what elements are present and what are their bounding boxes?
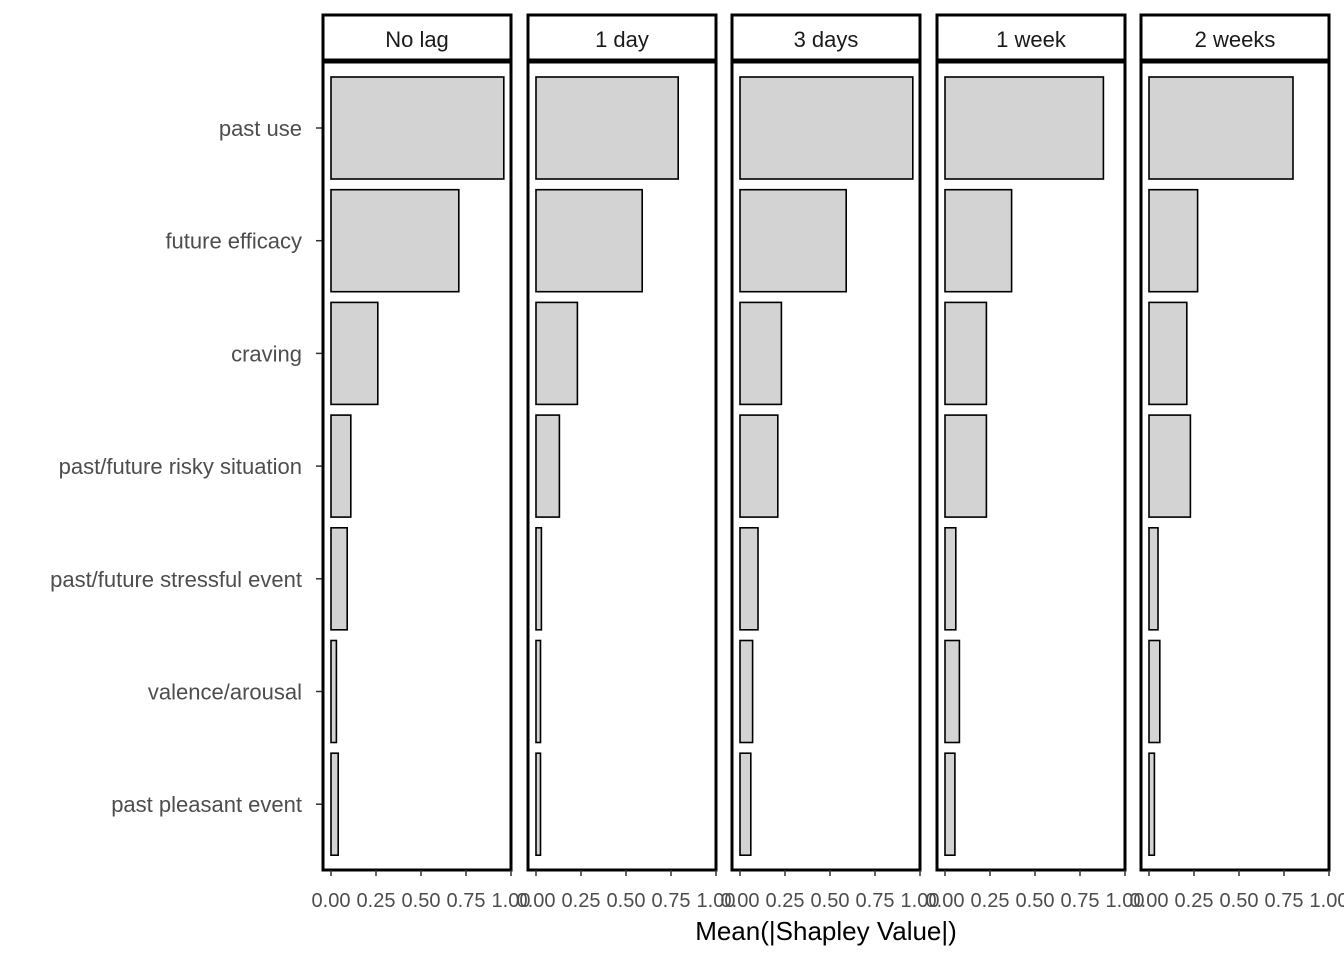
bar [330,526,349,631]
bar [535,752,542,857]
x-tick-label: 0.25 [1175,890,1214,912]
bar [739,76,914,180]
x-tick-label: 0.50 [402,890,441,912]
facet-strip-label: 2 weeks [1195,27,1276,52]
facet-strip-label: 1 week [996,27,1067,52]
category-label: valence/arousal [148,680,302,705]
category-label: craving [231,341,302,366]
bar [535,76,679,180]
facet-panel: 1 week 0.00 0.25 0.50 0.75 1.00 [926,13,1145,912]
x-tick-label: 1.00 [1106,890,1145,912]
bar [330,76,505,180]
bar [330,639,338,744]
category-label: past use [219,116,302,141]
bar [1148,414,1192,518]
bar [944,526,957,631]
bar [739,414,779,518]
x-tick-label: 0.25 [766,890,805,912]
panel-frame [935,60,1127,872]
bar [1148,526,1159,631]
bar [330,752,339,857]
bar [739,752,752,857]
facet-strip [1139,13,1331,62]
x-tick-label: 0.00 [1130,890,1169,912]
facet-strip [935,13,1127,62]
bar [739,639,754,744]
category-label: past/future risky situation [59,454,302,479]
bar [944,414,988,518]
facet-panel: 3 days 0.00 0.25 0.50 0.75 1.00 [721,13,940,912]
bar [535,639,542,744]
x-tick-label: 0.25 [357,890,396,912]
x-tick-label: 0.50 [607,890,646,912]
x-tick-label: 0.75 [652,890,691,912]
bar [944,752,956,857]
panel-frame [730,60,922,872]
panel-frame [526,60,718,872]
facet-strip [526,13,718,62]
x-tick-label: 0.00 [721,890,760,912]
bar [330,188,460,293]
bar [944,188,1013,293]
x-tick-label: 1.00 [697,890,736,912]
bar [944,639,961,744]
bar [739,188,847,293]
bar [944,76,1105,180]
x-tick-label: 1.00 [901,890,940,912]
bar [535,414,561,518]
bar [1148,76,1294,180]
x-tick-label: 0.25 [562,890,601,912]
x-tick-label: 0.00 [312,890,351,912]
facet-strip [321,13,513,62]
x-tick-label: 0.00 [517,890,556,912]
x-tick-label: 0.75 [1265,890,1304,912]
bar [1148,301,1188,406]
x-tick-label: 0.75 [447,890,486,912]
facet-panels: No lag 0.00 0.25 0.50 0.75 1.00 1 day 0.00 0.25 0… [312,13,1344,912]
facet-panel: 1 day 0.00 0.25 0.50 0.75 1.00 [517,13,736,912]
bar [535,526,543,631]
x-tick-label: 0.50 [1220,890,1259,912]
x-tick-label: 0.75 [856,890,895,912]
panel-frame [321,60,513,872]
category-labels: past use future efficacy craving past/futur… [50,116,323,817]
x-tick-label: 0.25 [971,890,1010,912]
facet-panel: 2 weeks 0.00 0.25 0.50 0.75 1.00 [1130,13,1344,912]
panel-frame [1139,60,1331,872]
bar [535,188,643,293]
bar [1148,188,1199,293]
x-tick-label: 0.00 [926,890,965,912]
x-tick-label: 0.50 [1016,890,1055,912]
bar [739,526,759,631]
x-axis-title: Mean(|Shapley Value|) [695,916,957,946]
facet-panel: No lag 0.00 0.25 0.50 0.75 1.00 [312,13,531,912]
x-tick-label: 0.75 [1061,890,1100,912]
bar [330,301,379,406]
bar [330,414,352,518]
x-tick-label: 0.50 [811,890,850,912]
bar [535,301,579,406]
facet-strip [730,13,922,62]
x-tick-label: 1.00 [1310,890,1344,912]
category-label: past/future stressful event [50,567,302,592]
category-label: past pleasant event [111,792,302,817]
facet-strip-label: 3 days [794,27,859,52]
x-tick-label: 1.00 [492,890,531,912]
category-label: future efficacy [165,229,302,254]
bar [944,301,988,406]
bar [1148,639,1161,744]
facet-strip-label: No lag [385,27,449,52]
facet-strip-label: 1 day [595,27,649,52]
bar [739,301,783,406]
bar [1148,752,1156,857]
